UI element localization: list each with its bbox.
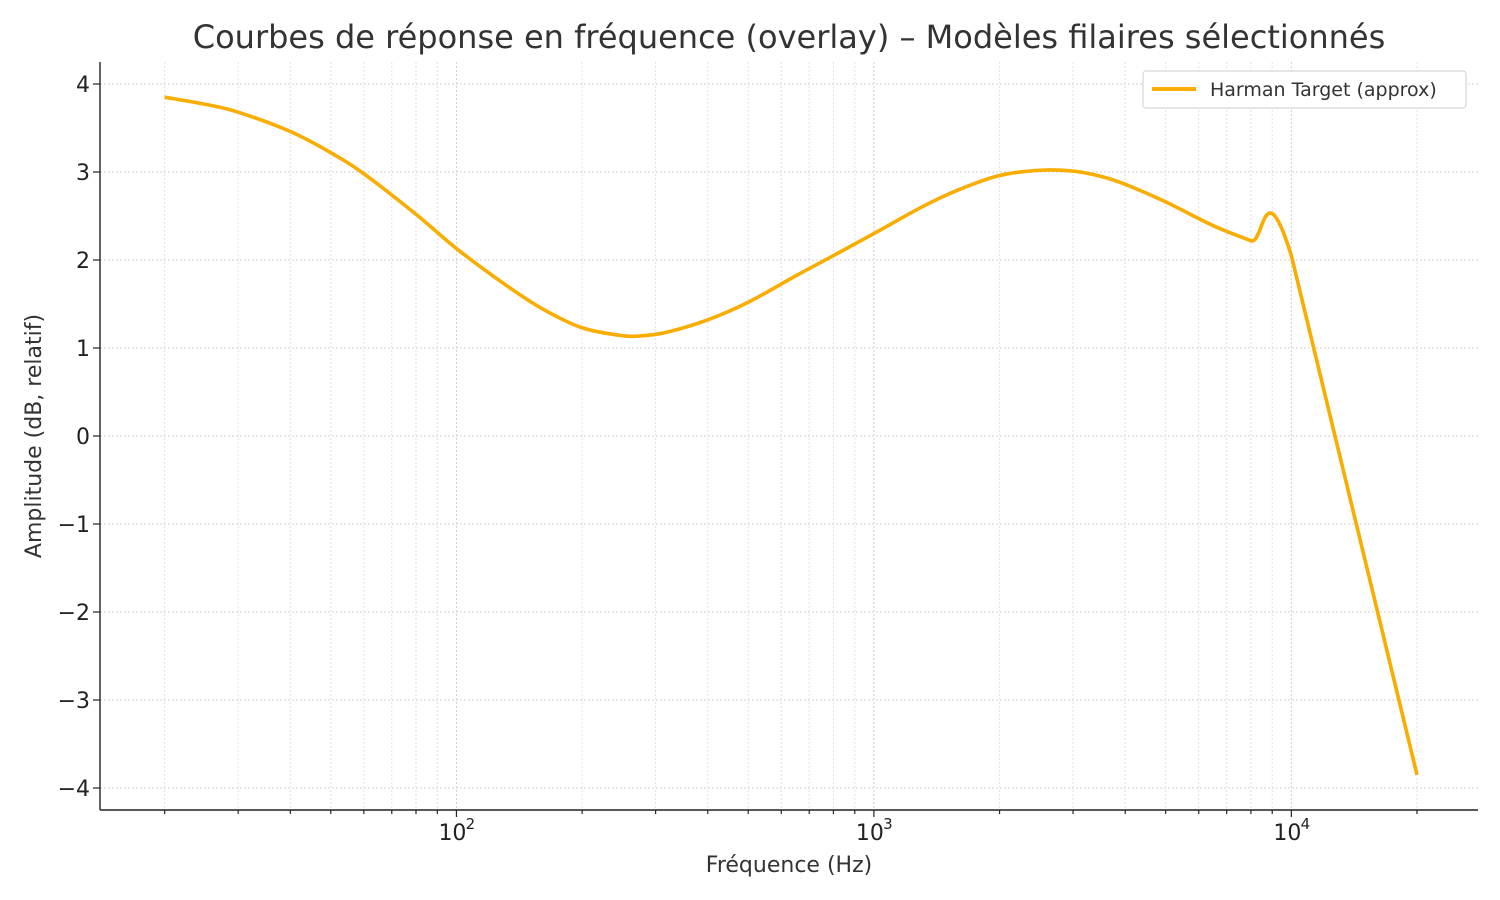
x-tick-label-exponent: 2 (466, 815, 476, 833)
legend-label-harman: Harman Target (approx) (1210, 79, 1437, 101)
y-tick-label: 0 (76, 425, 90, 450)
x-tick-label: 10 (438, 821, 466, 846)
series-layer (164, 95, 1419, 776)
y-tick-label: −2 (58, 601, 90, 626)
x-axis-ticks: 10 2 10 3 10 4 (164, 810, 1418, 846)
x-axis-label: Fréquence (Hz) (706, 853, 872, 878)
major-gridlines (100, 62, 1478, 810)
y-tick-label: 1 (76, 337, 90, 362)
y-tick-label: 4 (76, 73, 90, 98)
y-tick-label: 3 (76, 161, 90, 186)
y-axis-ticks: 4 3 2 1 0 −1 −2 −3 −4 (58, 73, 100, 802)
x-tick-label: 10 (1273, 821, 1301, 846)
legend-box (1142, 70, 1467, 109)
x-tick-label-exponent: 3 (883, 815, 893, 833)
y-tick-label: −4 (58, 777, 90, 802)
x-tick-label-exponent: 4 (1301, 815, 1311, 833)
legend: Harman Target (approx) (1142, 70, 1467, 109)
chart-title: Courbes de réponse en fréquence (overlay… (193, 18, 1386, 56)
y-tick-label: −1 (58, 513, 90, 538)
x-tick-label: 10 (856, 821, 884, 846)
y-tick-label: −3 (58, 689, 90, 714)
series-line-harman-target (164, 95, 1419, 776)
y-axis-label: Amplitude (dB, relatif) (22, 314, 47, 558)
y-tick-label: 2 (76, 249, 90, 274)
